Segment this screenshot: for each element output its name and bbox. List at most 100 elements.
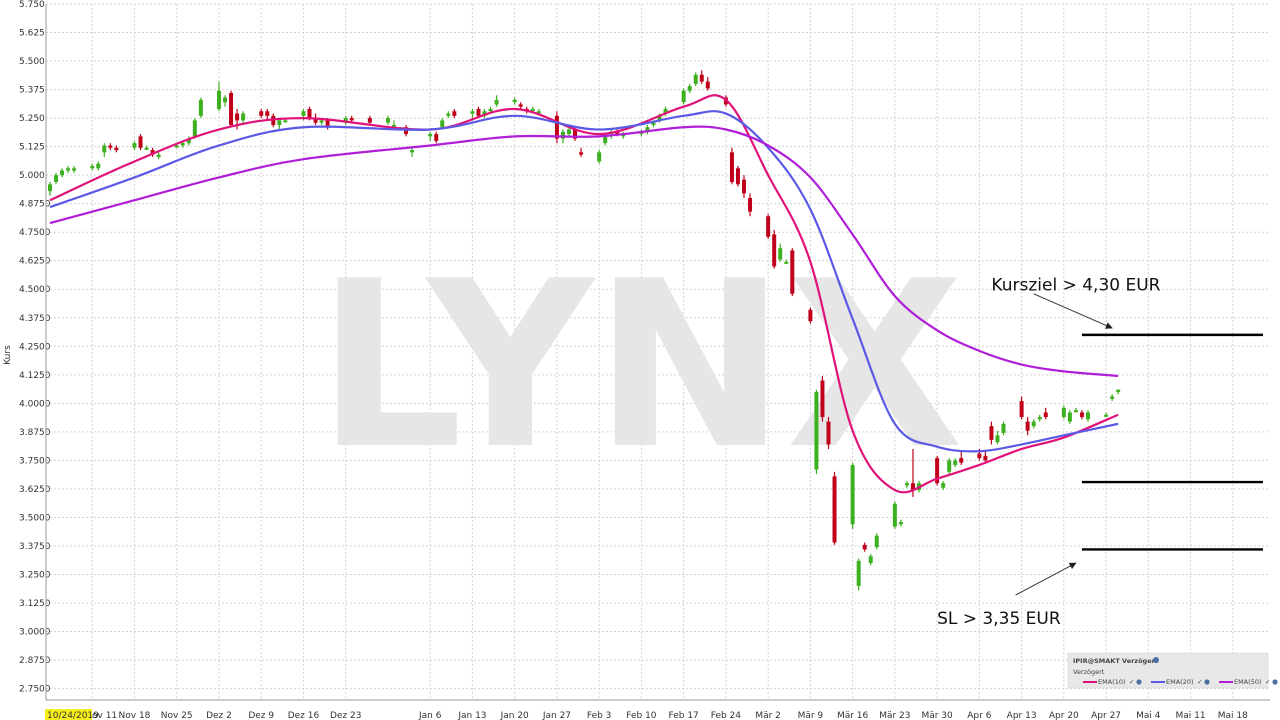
candle (935, 455, 940, 486)
candle-body (114, 147, 119, 151)
candle (735, 166, 740, 187)
candle (868, 553, 873, 566)
candle (1001, 421, 1006, 436)
candle (192, 118, 197, 139)
x-tick-label: Feb 3 (587, 711, 612, 720)
candle (693, 72, 698, 87)
y-tick-label: 5.750 (19, 0, 45, 10)
candle (1073, 407, 1078, 413)
candle-body (820, 380, 825, 418)
candle-body (1031, 421, 1036, 427)
candle-body (440, 120, 445, 128)
candle (391, 120, 396, 128)
candle-body (1079, 412, 1084, 418)
y-tick-label: 3.5000 (19, 513, 51, 523)
y-tick-label: 2.7500 (19, 685, 51, 695)
candle (947, 458, 952, 475)
legend-settings-icon[interactable] (1153, 657, 1159, 663)
candle-body (657, 115, 662, 121)
watermark-text: LYNX (316, 233, 963, 500)
legend-item[interactable]: EMA(10) ✓ (1083, 678, 1142, 686)
candle-body (560, 131, 565, 139)
candle (862, 542, 867, 552)
y-tick-label: 4.6250 (19, 257, 51, 267)
candle-body (482, 111, 487, 116)
candle-body (241, 113, 246, 121)
candle-body (663, 108, 668, 114)
candle-body (96, 163, 101, 169)
candle (566, 127, 571, 137)
candle-body (645, 127, 650, 132)
legend-settings-icon[interactable] (1136, 679, 1142, 685)
x-tick-label: Dez 2 (206, 711, 232, 720)
candle (983, 451, 988, 463)
candle-body (349, 118, 354, 121)
candle-body (277, 120, 282, 125)
legend-settings-icon[interactable] (1272, 679, 1278, 685)
candle-body (910, 483, 915, 491)
candle-body (530, 108, 535, 111)
candle-body (989, 426, 994, 440)
legend-box (1067, 652, 1269, 689)
candle (645, 124, 650, 135)
candle (259, 108, 264, 119)
y-tick-label: 5.375 (19, 86, 45, 96)
price-levels (1081, 333, 1263, 551)
candle (1025, 417, 1030, 436)
legend-check-icon[interactable]: ✓ (1129, 678, 1134, 686)
kursziel-label-arrow (1033, 293, 1113, 329)
candle-body (156, 154, 161, 157)
candle (434, 131, 439, 144)
candle (681, 88, 686, 105)
annotations: Kursziel > 4,30 EUR SL > 3,35 EUR (937, 276, 1161, 629)
candle (748, 193, 753, 217)
candle-body (428, 134, 433, 137)
candle (144, 145, 149, 151)
legend-settings-icon[interactable] (1204, 679, 1210, 685)
candle-body (790, 250, 795, 294)
candle-body (259, 111, 264, 116)
x-tick-label: ov 11 (92, 711, 117, 720)
candle (385, 115, 390, 125)
x-tick-label: Mär 2 (755, 711, 781, 720)
candle (892, 501, 897, 529)
candle-body (180, 143, 185, 146)
y-tick-label: 4.8750 (19, 200, 51, 210)
x-tick-label: Apr 20 (1049, 711, 1079, 720)
candle (705, 77, 710, 91)
candle (874, 533, 879, 550)
candle-body (687, 86, 692, 91)
candle-body (850, 464, 855, 525)
candle-body (705, 81, 710, 89)
legend-item-label: EMA(20) (1166, 678, 1194, 686)
legend-check-icon[interactable]: ✓ (1197, 678, 1202, 686)
candle-body (735, 168, 740, 185)
x-tick-label: Nov 18 (119, 711, 151, 720)
legend-item[interactable]: EMA(20) ✓ (1151, 678, 1210, 686)
candle-body (729, 152, 734, 182)
y-tick-label: 3.6250 (19, 485, 51, 495)
candle (198, 97, 203, 119)
candle (989, 421, 994, 445)
candle (223, 95, 228, 107)
y-tick-label: 4.1250 (19, 371, 51, 381)
candle-body (742, 179, 747, 194)
candle-body (132, 143, 137, 148)
legend-item-label: EMA(10) (1098, 678, 1126, 686)
candle (995, 430, 1000, 445)
x-tick-label: Mär 30 (921, 711, 953, 720)
candle-body (748, 197, 753, 212)
legend-check-icon[interactable]: ✓ (1265, 678, 1270, 686)
candle (102, 143, 107, 157)
candle (452, 108, 457, 119)
candle-body (766, 216, 771, 237)
y-tick-label: 5.250 (19, 114, 45, 124)
candle (138, 134, 143, 151)
legend-item[interactable]: EMA(50) ✓ (1219, 678, 1278, 686)
candle-body (434, 134, 439, 141)
candle (241, 111, 246, 125)
candle-body (651, 122, 656, 125)
candle (959, 451, 964, 465)
